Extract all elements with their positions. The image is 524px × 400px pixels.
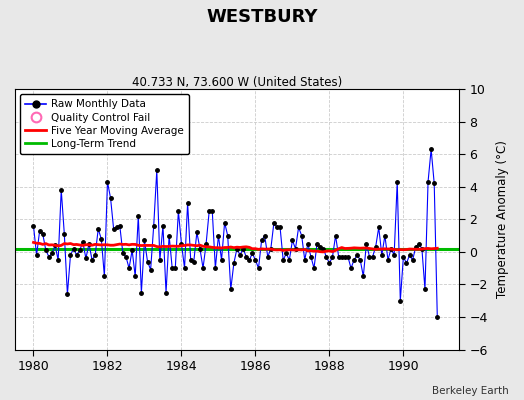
Legend: Raw Monthly Data, Quality Control Fail, Five Year Moving Average, Long-Term Tren: Raw Monthly Data, Quality Control Fail, … bbox=[20, 94, 189, 154]
Title: 40.733 N, 73.600 W (United States): 40.733 N, 73.600 W (United States) bbox=[132, 76, 342, 89]
Text: WESTBURY: WESTBURY bbox=[206, 8, 318, 26]
Text: Berkeley Earth: Berkeley Earth bbox=[432, 386, 508, 396]
Y-axis label: Temperature Anomaly (°C): Temperature Anomaly (°C) bbox=[496, 140, 509, 298]
